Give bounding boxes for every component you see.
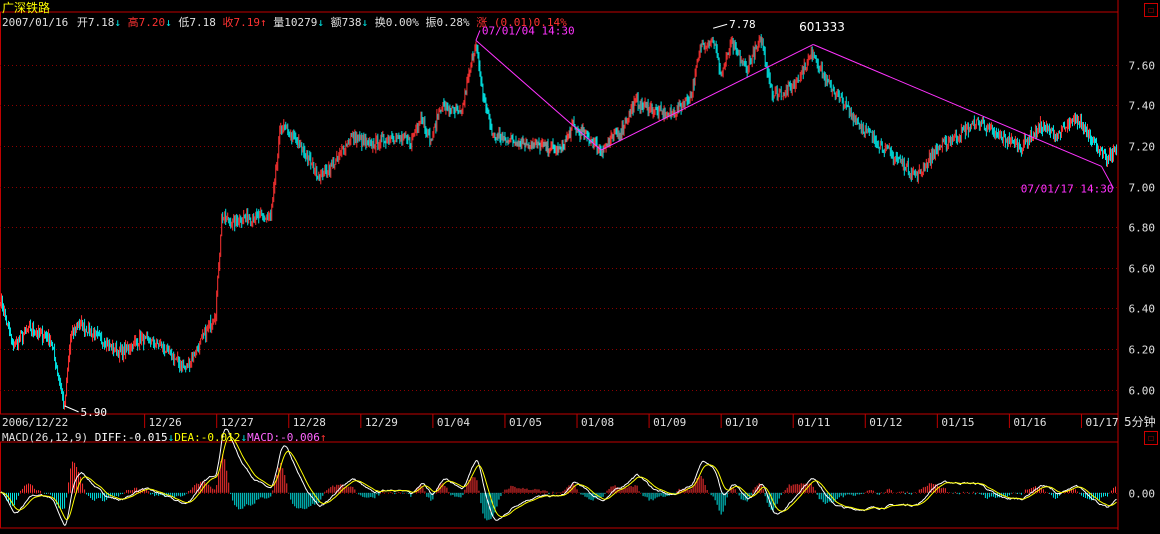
panel-control-icon[interactable]: ☐ — [1144, 431, 1158, 445]
y-tick-label: 7.40 — [1129, 100, 1156, 113]
quote-volume: 量10279 — [273, 16, 318, 29]
annotation-label: 07/01/04 14:30 — [482, 24, 575, 37]
annotation-label: 07/01/17 14:30 — [1021, 182, 1114, 195]
quote-date: 2007/01/16 — [2, 16, 69, 29]
trendline — [475, 40, 602, 151]
x-tick-label: 01/16 — [1013, 416, 1046, 429]
macd-arrow: ↑ — [319, 431, 327, 444]
y-tick-label: 6.00 — [1129, 385, 1156, 398]
trendline — [600, 44, 814, 151]
annotation-leader — [1101, 166, 1114, 189]
x-tick-label: 01/11 — [797, 416, 830, 429]
quote-amplitude: 振0.28% — [425, 16, 470, 29]
dea-arrow: ↓ — [240, 431, 248, 444]
x-tick-label: 01/15 — [941, 416, 974, 429]
x-tick-label: 01/05 — [509, 416, 542, 429]
quote-header: 广深铁路 2007/01/16 开7.18↓ 高7.20↓ 低7.18 收7.1… — [0, 0, 1120, 30]
macd-dea: DEA:-0.012 — [174, 431, 241, 444]
close-arrow: ↑ — [259, 16, 267, 29]
quote-change-label: 涨 — [476, 16, 488, 29]
y-tick-label: 6.80 — [1129, 222, 1156, 235]
trendline — [813, 44, 1102, 167]
chart-title: 601333 — [799, 20, 845, 34]
stock-name: 广深铁路 — [2, 1, 51, 15]
quote-close: 收7.19 — [222, 16, 260, 29]
y-tick-label: 7.60 — [1129, 60, 1156, 73]
annotations: 5.90 07/01/04 14:30 7.78 07/01/17 14:30 — [64, 18, 1114, 419]
time-axis: 2006/12/22 12/26 12/27 12/28 12/29 01/04 01/05… — [2, 414, 1119, 429]
quote-turnover: 换0.00% — [374, 16, 419, 29]
quote-line: 2007/01/16 开7.18↓ 高7.20↓ 低7.18 收7.19↑ 量1… — [2, 16, 567, 30]
diff-arrow: ↓ — [167, 431, 175, 444]
y-tick-label: 7.00 — [1129, 182, 1156, 195]
trendlines — [475, 40, 1102, 167]
amount-arrow: ↓ — [361, 16, 369, 29]
y-tick-label: 6.40 — [1129, 303, 1156, 316]
macd-panel-border — [0, 441, 1119, 529]
x-tick-label: 2006/12/22 — [2, 416, 68, 429]
annotation-leader — [713, 23, 728, 29]
annotation-leader — [64, 405, 79, 413]
quote-high: 高7.20 — [127, 16, 166, 29]
x-tick-label: 12/27 — [221, 416, 254, 429]
x-tick-label: 01/10 — [725, 416, 758, 429]
annotation-leader — [475, 30, 481, 41]
annotation-label: 5.90 — [81, 406, 108, 419]
quote-amount: 额738 — [330, 16, 362, 29]
x-tick-label: 12/28 — [293, 416, 326, 429]
macd-tick-label: 0.00 — [1129, 488, 1156, 501]
quote-change-value: (0.01)0.14% — [493, 16, 567, 29]
x-tick-label: 01/04 — [437, 416, 470, 429]
y-tick-label: 6.60 — [1129, 263, 1156, 276]
window-control-icon[interactable]: ☐ — [1144, 3, 1158, 17]
period-label[interactable]: 5分钟 — [1124, 414, 1156, 429]
high-arrow: ↓ — [165, 16, 172, 29]
dea-line — [0, 435, 1117, 521]
x-tick-label: 01/09 — [653, 416, 686, 429]
volume-arrow: ↓ — [317, 16, 324, 29]
x-tick-label: 01/17 — [1085, 416, 1118, 429]
y-tick-label: 6.20 — [1129, 344, 1156, 357]
macd-panel: 0.00 — [0, 428, 1156, 526]
quote-low: 低7.18 — [178, 16, 216, 29]
y-tick-label: 7.20 — [1129, 141, 1156, 154]
macd-params: MACD(26,12,9) — [2, 431, 89, 444]
macd-diff: DIFF:-0.015 — [94, 431, 168, 444]
x-tick-label: 01/08 — [581, 416, 614, 429]
x-tick-label: 12/29 — [365, 416, 398, 429]
macd-header: MACD(26,12,9) DIFF:-0.015↓DEA:-0.012↓MAC… — [2, 431, 327, 444]
price-axis: 6.00 6.20 6.40 6.60 6.80 7.00 7.20 7.40 7.60 — [1129, 60, 1156, 398]
candles — [0, 34, 1117, 410]
x-tick-label: 01/12 — [869, 416, 902, 429]
annotation-label: 7.78 — [729, 18, 756, 31]
quote-open: 开7.18 — [76, 16, 115, 29]
x-tick-label: 12/26 — [149, 416, 182, 429]
macd-value: MACD:-0.006 — [247, 431, 320, 444]
price-panel-border — [0, 11, 1119, 415]
chart-frame — [0, 0, 1119, 530]
open-arrow: ↓ — [114, 16, 121, 29]
price-gridlines — [0, 65, 1118, 391]
